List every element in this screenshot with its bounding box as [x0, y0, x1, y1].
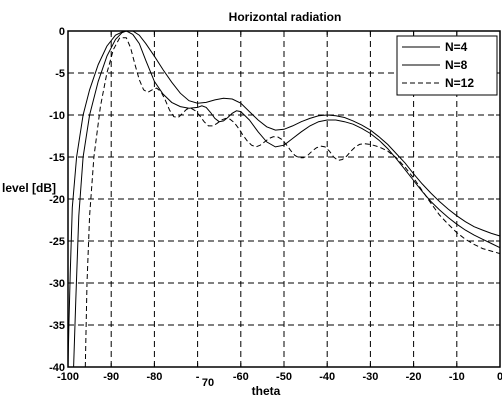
axis-ticks [67, 30, 501, 368]
legend: N=4 N=8 N=12 [396, 35, 498, 96]
legend-label: N=4 [445, 40, 468, 54]
series-line-n-4 [73, 30, 501, 368]
y-tick-label: -25 [49, 236, 65, 248]
y-axis-label: level [dB] [2, 181, 56, 195]
x-tick-label: -40 [319, 371, 335, 383]
x-tick-label: -90 [103, 371, 119, 383]
y-tick-labels: 0 -5 -10 -15 -20 -25 -30 -35 -40 [49, 26, 65, 374]
chart-title: Horizontal radiation [229, 10, 342, 24]
x-tick-label: -30 [362, 371, 378, 383]
series-line-n-8 [67, 30, 501, 368]
x-tick-label: - [196, 371, 200, 383]
x-tick-label: -20 [406, 371, 422, 383]
x-tick-labels: -100 -90 -80- -60 -50 -40 -30 -20 -10 0 [57, 371, 502, 383]
y-tick-label: -15 [49, 152, 65, 164]
y-tick-label: -40 [49, 362, 65, 374]
y-tick-label: -35 [49, 320, 65, 332]
x-tick-label: -50 [276, 371, 292, 383]
y-tick-label: -10 [49, 110, 65, 122]
x-tick-label: -100 [57, 371, 79, 383]
series-layer [67, 30, 501, 368]
series-line-n-12 [84, 37, 501, 368]
x-tick-label: -80 [146, 371, 162, 383]
x-tick-label: -60 [233, 371, 249, 383]
y-tick-label: -30 [49, 278, 65, 290]
x-tick-label: -10 [449, 371, 465, 383]
y-tick-label: 0 [59, 26, 65, 38]
y-tick-label: -20 [49, 194, 65, 206]
legend-label: N=8 [445, 58, 468, 72]
x-axis-label: theta [252, 384, 281, 398]
legend-label: N=12 [445, 76, 474, 90]
x-tick-label: 0 [497, 371, 502, 383]
x-extra-label: 70 [202, 377, 214, 389]
y-tick-label: -5 [55, 68, 65, 80]
